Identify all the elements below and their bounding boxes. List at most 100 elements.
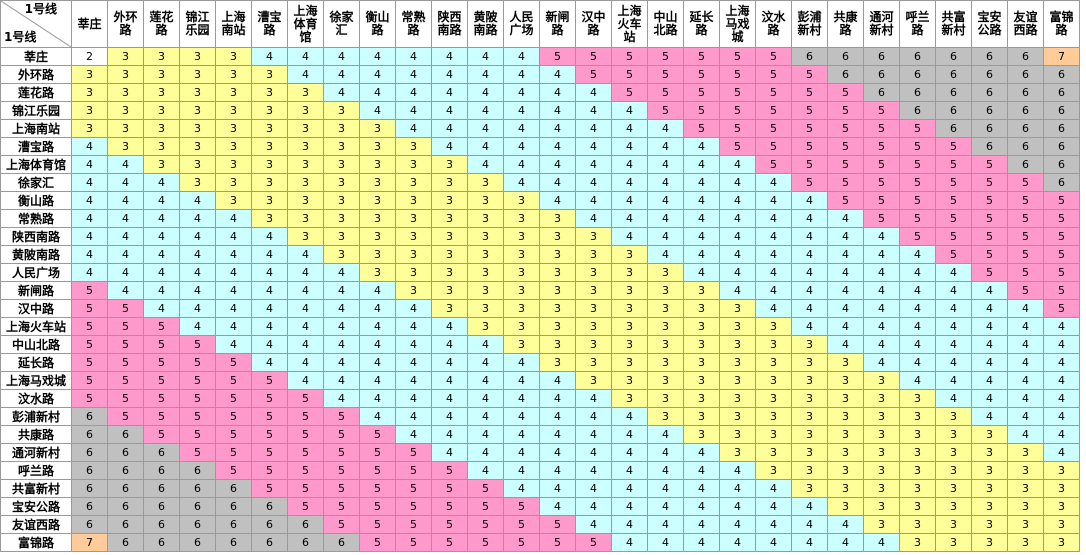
fare-cell: 4 [935, 281, 972, 300]
fare-cell: 5 [287, 389, 324, 408]
fare-cell: 4 [935, 353, 972, 372]
fare-cell: 6 [1043, 155, 1080, 174]
fare-cell: 4 [647, 425, 684, 444]
fare-cell: 4 [899, 335, 936, 354]
fare-cell: 5 [935, 155, 972, 174]
fare-cell: 5 [359, 497, 396, 516]
fare-cell: 4 [755, 245, 792, 264]
fare-cell: 4 [899, 299, 936, 318]
fare-cell: 6 [107, 425, 144, 444]
fare-cell: 3 [863, 371, 900, 390]
fare-cell: 3 [611, 299, 648, 318]
fare-cell: 6 [1007, 83, 1044, 102]
fare-cell: 5 [971, 173, 1008, 192]
fare-cell: 5 [863, 209, 900, 228]
fare-cell: 4 [611, 173, 648, 192]
fare-cell: 4 [683, 515, 720, 534]
fare-cell: 4 [467, 119, 504, 138]
fare-cell: 3 [179, 83, 216, 102]
fare-cell: 4 [791, 317, 828, 336]
fare-cell: 4 [395, 425, 432, 444]
fare-cell: 4 [935, 299, 972, 318]
fare-cell: 4 [323, 65, 360, 84]
col-header: 莘庄 [71, 0, 108, 48]
fare-cell: 5 [755, 83, 792, 102]
row-header: 黄陂南路 [0, 245, 72, 264]
row-header: 通河新村 [0, 443, 72, 462]
fare-cell: 4 [647, 533, 684, 552]
fare-cell: 3 [467, 317, 504, 336]
fare-cell: 5 [683, 101, 720, 120]
fare-cell: 4 [935, 335, 972, 354]
col-header: 中山北路 [647, 0, 684, 48]
fare-cell: 4 [539, 155, 576, 174]
fare-cell: 4 [71, 245, 108, 264]
fare-cell: 4 [179, 209, 216, 228]
fare-cell: 3 [827, 425, 864, 444]
fare-cell: 5 [827, 137, 864, 156]
col-header: 汉中路 [575, 0, 612, 48]
fare-cell: 5 [683, 119, 720, 138]
fare-cell: 3 [503, 209, 540, 228]
fare-cell: 4 [971, 335, 1008, 354]
fare-cell: 4 [575, 101, 612, 120]
fare-cell: 5 [719, 101, 756, 120]
fare-cell: 5 [467, 479, 504, 498]
fare-cell: 3 [323, 173, 360, 192]
fare-cell: 4 [647, 479, 684, 498]
fare-cell: 3 [791, 407, 828, 426]
fare-cell: 4 [899, 263, 936, 282]
fare-cell: 3 [395, 263, 432, 282]
fare-cell: 5 [827, 119, 864, 138]
fare-cell: 4 [1007, 371, 1044, 390]
fare-cell: 3 [683, 281, 720, 300]
fare-cell: 5 [647, 47, 684, 66]
fare-cell: 5 [71, 299, 108, 318]
col-header: 衡山路 [359, 0, 396, 48]
fare-cell: 4 [143, 191, 180, 210]
fare-cell: 3 [719, 299, 756, 318]
fare-cell: 6 [1007, 101, 1044, 120]
fare-cell: 6 [107, 497, 144, 516]
fare-cell: 4 [323, 299, 360, 318]
fare-cell: 4 [359, 353, 396, 372]
fare-cell: 5 [143, 353, 180, 372]
fare-cell: 4 [827, 281, 864, 300]
fare-cell: 6 [143, 461, 180, 480]
fare-cell: 6 [107, 479, 144, 498]
row-header: 共富新村 [0, 479, 72, 498]
fare-cell: 4 [575, 83, 612, 102]
fare-cell: 5 [935, 209, 972, 228]
fare-cell: 6 [827, 47, 864, 66]
fare-cell: 4 [647, 515, 684, 534]
fare-cell: 4 [863, 227, 900, 246]
fare-cell: 3 [575, 227, 612, 246]
fare-cell: 6 [1007, 155, 1044, 174]
fare-cell: 4 [503, 353, 540, 372]
fare-cell: 4 [251, 281, 288, 300]
fare-cell: 4 [647, 443, 684, 462]
fare-cell: 3 [395, 173, 432, 192]
row-header: 莘庄 [0, 47, 72, 66]
fare-cell: 3 [575, 263, 612, 282]
fare-cell: 4 [467, 155, 504, 174]
fare-cell: 5 [179, 335, 216, 354]
fare-cell: 4 [647, 191, 684, 210]
fare-cell: 3 [575, 353, 612, 372]
fare-cell: 5 [1007, 209, 1044, 228]
fare-cell: 4 [791, 263, 828, 282]
fare-cell: 4 [647, 155, 684, 174]
table-row: 延长路 5 5 5 5 5 4 4 4 4 4 4 4 4 3 3 3 3 3 3 3 3 3 4 4 4 4 4 4 [0, 353, 1080, 372]
fare-cell: 3 [683, 425, 720, 444]
corner-diagonal [1, 1, 71, 47]
fare-cell: 5 [899, 209, 936, 228]
fare-cell: 3 [683, 317, 720, 336]
fare-cell: 3 [359, 119, 396, 138]
fare-cell: 5 [539, 47, 576, 66]
fare-cell: 3 [395, 227, 432, 246]
fare-cell: 4 [683, 461, 720, 480]
row-header: 富锦路 [0, 533, 72, 552]
fare-cell: 4 [899, 353, 936, 372]
fare-cell: 3 [359, 155, 396, 174]
fare-cell: 3 [827, 461, 864, 480]
